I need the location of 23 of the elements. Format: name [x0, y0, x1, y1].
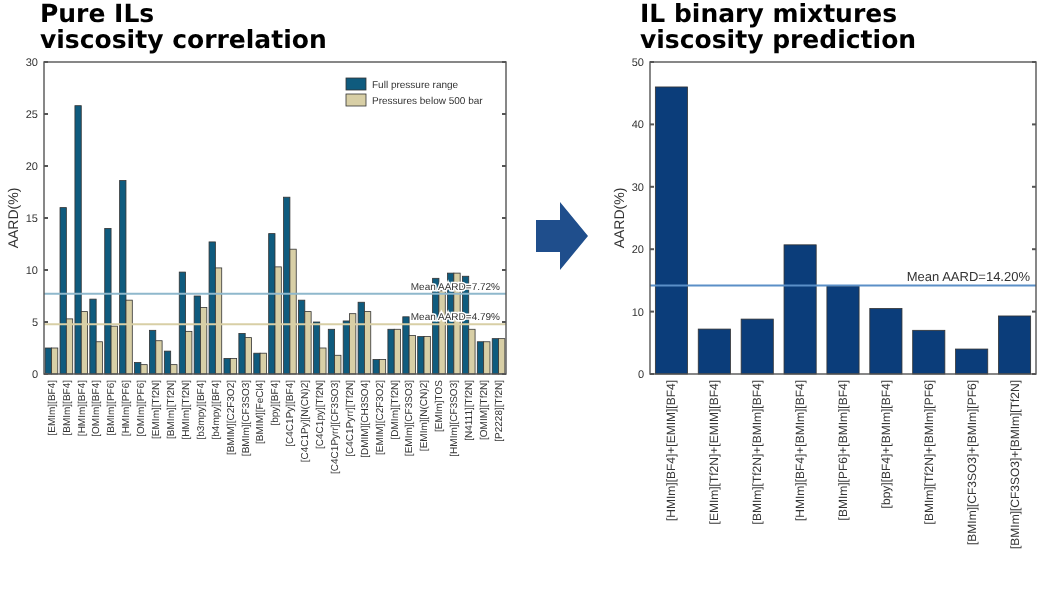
bar [74, 105, 82, 375]
bar [912, 329, 946, 375]
bar [104, 228, 112, 375]
bar [483, 341, 491, 375]
bar [238, 333, 246, 375]
bar [59, 207, 67, 375]
bar [89, 298, 97, 375]
bar [244, 337, 252, 375]
bar [387, 328, 395, 375]
bar [998, 315, 1032, 375]
bar [697, 328, 731, 375]
bar [357, 301, 365, 375]
bar [783, 244, 817, 375]
bar [654, 86, 688, 375]
chart-title: IL binary mixtures viscosity prediction [640, 0, 917, 54]
bar [826, 285, 860, 375]
bar [327, 328, 336, 375]
bar [208, 241, 216, 375]
bar [869, 308, 903, 375]
chart-title: Pure ILs viscosity correlation [40, 0, 327, 54]
bar [498, 338, 506, 375]
bar [740, 318, 774, 375]
bar [955, 348, 989, 375]
